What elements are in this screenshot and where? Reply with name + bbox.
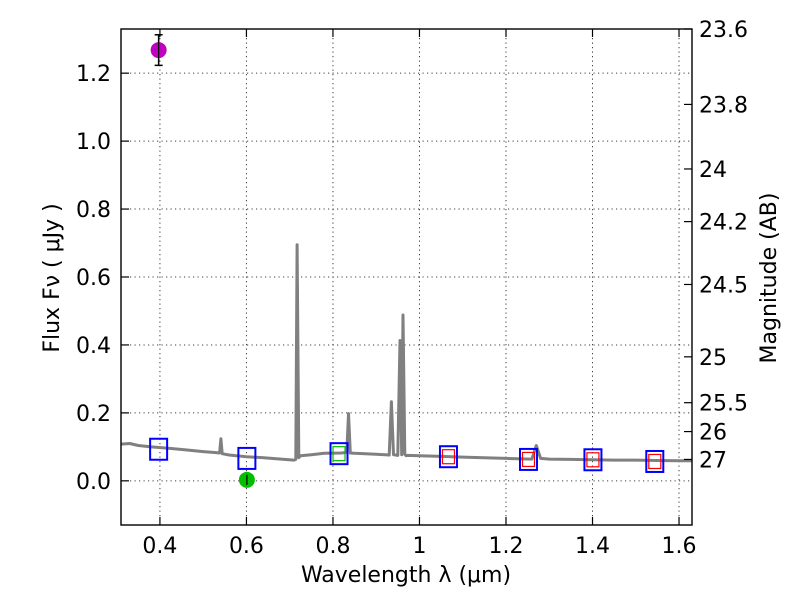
y-tick-label: 0.8 bbox=[76, 198, 111, 223]
x-tick-label: 1.6 bbox=[662, 534, 697, 559]
y-tick-label: 1.2 bbox=[76, 62, 111, 87]
model-photometry-red-square bbox=[586, 452, 600, 468]
y-tick-label: 0.6 bbox=[76, 266, 111, 291]
x-tick-label: 0.8 bbox=[315, 534, 350, 559]
ticks bbox=[121, 28, 692, 525]
right-axis-tick-label: 25.5 bbox=[699, 392, 748, 417]
model-photometry-red-square bbox=[648, 453, 662, 470]
model-photometry-blue-square bbox=[583, 448, 603, 472]
tick-labels: 0.4 0.6 0.8 1 1.2 1.4 1.6 0.0 0.2 0.4 0.6 0.8 1.0 1.2… bbox=[76, 18, 748, 559]
spectrum-layer bbox=[120, 243, 692, 463]
x-axis-label: Wavelength λ (μm) bbox=[301, 563, 511, 588]
right-axis-tick-label: 27 bbox=[699, 448, 727, 473]
right-axis-tick-label: 25 bbox=[699, 346, 727, 371]
y-tick-label: 0.2 bbox=[76, 402, 111, 427]
model-photometry-blue-square bbox=[518, 447, 538, 471]
model-photometry-blue-square bbox=[645, 449, 665, 473]
y-tick-label: 0.4 bbox=[76, 334, 111, 359]
x-tick-label: 0.6 bbox=[229, 534, 264, 559]
model-photometry-blue-square bbox=[438, 445, 458, 469]
x-tick-label: 1.2 bbox=[488, 534, 523, 559]
observed-layer bbox=[150, 34, 255, 488]
right-axis-tick-label: 24.5 bbox=[699, 273, 748, 298]
right-axis-tick-label: 23.6 bbox=[699, 18, 748, 43]
model-photometry-red-square bbox=[441, 449, 456, 465]
photometry-layer bbox=[149, 437, 665, 473]
right-axis-tick-label: 23.8 bbox=[699, 93, 748, 118]
y-tick-label: 1.0 bbox=[76, 130, 111, 155]
model-photometry-blue-square bbox=[149, 437, 169, 461]
x-tick-label: 1.4 bbox=[575, 534, 610, 559]
grid bbox=[121, 29, 692, 525]
right-axis-tick-label: 24.2 bbox=[699, 211, 748, 236]
right-axis-tick-label: 24 bbox=[699, 158, 727, 183]
x-tick-label: 0.4 bbox=[142, 534, 177, 559]
model-spectrum-line bbox=[120, 243, 692, 463]
right-axis-tick-label: 26 bbox=[699, 421, 727, 446]
right-axis-label: Magnitude (AB) bbox=[757, 193, 782, 364]
model-photometry-red-square bbox=[521, 451, 536, 468]
model-photometry-blue-square bbox=[329, 442, 349, 466]
model-photometry-blue-square bbox=[237, 446, 257, 470]
x-tick-label: 1 bbox=[412, 534, 426, 559]
y-axis-label: Flux Fν ( μJy ) bbox=[40, 203, 65, 352]
model-photometry-green-square bbox=[332, 446, 346, 462]
y-tick-label: 0.0 bbox=[76, 470, 111, 495]
